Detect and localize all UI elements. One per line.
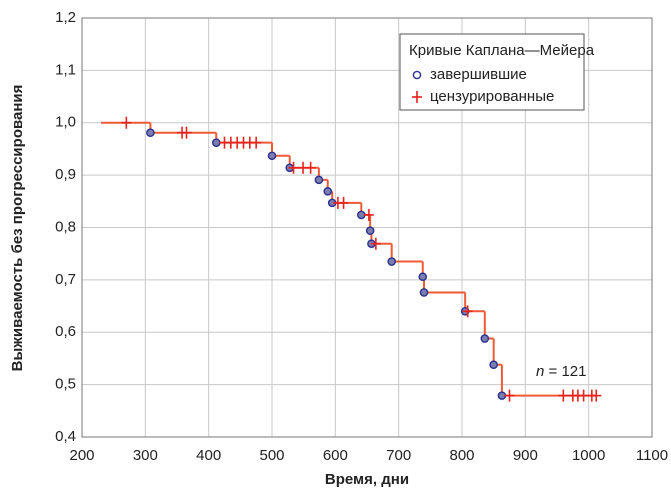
y-tick-label: 0,4 xyxy=(55,428,76,445)
event-mark xyxy=(267,151,277,161)
y-tick-label: 1,2 xyxy=(55,9,76,26)
y-tick-label: 1,1 xyxy=(55,61,76,78)
x-tick-label: 1000 xyxy=(572,447,605,464)
x-tick-label: 300 xyxy=(133,447,158,464)
event-mark xyxy=(365,226,375,235)
censored-mark xyxy=(504,389,515,402)
y-tick-label: 0,5 xyxy=(55,376,76,393)
event-mark xyxy=(387,257,397,266)
censored-mark xyxy=(305,161,316,174)
censored-mark xyxy=(251,136,262,149)
legend-label: завершившие xyxy=(430,66,527,83)
event-mark xyxy=(419,288,429,297)
y-axis-title: Выживаемость без прогрессирования xyxy=(9,85,26,372)
censored-mark xyxy=(591,389,602,402)
legend-label: цензурированные xyxy=(430,88,554,105)
annotation-var: n xyxy=(536,363,544,380)
event-mark xyxy=(323,187,333,196)
event-mark xyxy=(356,210,366,220)
censored-mark xyxy=(121,116,132,129)
event-mark xyxy=(489,360,498,370)
x-tick-label: 500 xyxy=(259,447,284,464)
legend-box xyxy=(399,33,585,111)
censored-mark xyxy=(558,389,569,402)
y-tick-label: 0,7 xyxy=(55,271,76,288)
annotation-text: = 121 xyxy=(549,363,587,380)
y-tick-label: 0,8 xyxy=(55,218,76,235)
legend-title: Кривые Каплана—Мейера xyxy=(409,42,595,59)
x-tick-label: 700 xyxy=(386,447,411,464)
plot-frame xyxy=(81,17,653,438)
x-tick-label: 1100 xyxy=(636,447,668,464)
x-tick-label: 200 xyxy=(69,447,94,464)
y-tick-label: 1,0 xyxy=(55,114,76,131)
event-mark xyxy=(497,391,507,400)
x-tick-label: 800 xyxy=(449,447,474,464)
event-mark xyxy=(146,128,155,138)
event-mark xyxy=(211,138,221,147)
y-tick-label: 0,9 xyxy=(55,166,76,183)
censored-mark xyxy=(181,126,192,139)
censored-mark xyxy=(462,305,473,318)
censored-mark xyxy=(370,237,381,250)
censored-mark xyxy=(363,208,374,221)
censored-mark xyxy=(288,161,299,174)
event-mark xyxy=(480,334,490,343)
event-mark xyxy=(412,70,422,80)
x-tick-label: 400 xyxy=(196,447,221,464)
y-tick-label: 0,6 xyxy=(55,323,76,340)
event-mark xyxy=(418,272,428,282)
legend: Кривые Каплана—Мейера завершившие цензурир… xyxy=(399,33,595,111)
censored-mark xyxy=(338,196,349,209)
event-mark xyxy=(314,175,324,185)
censored-mark xyxy=(412,91,422,103)
x-tick-label: 600 xyxy=(323,447,348,464)
x-axis-title: Время, дни xyxy=(325,471,409,488)
x-tick-label: 900 xyxy=(513,447,538,464)
annotation: n = 121 xyxy=(536,363,586,380)
